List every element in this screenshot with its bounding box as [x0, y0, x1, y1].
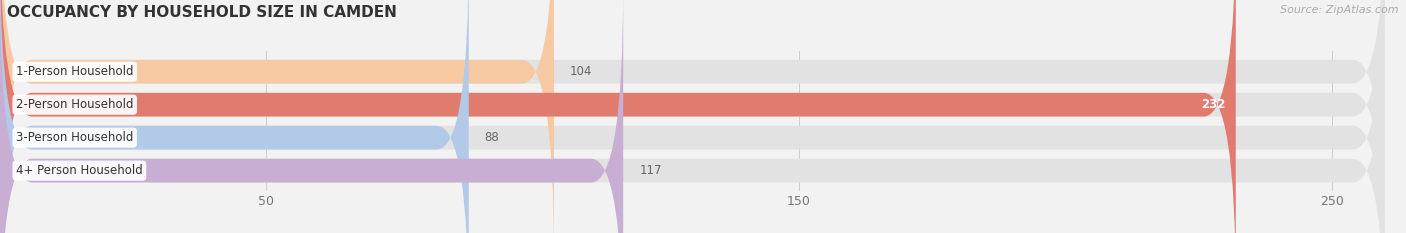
Text: OCCUPANCY BY HOUSEHOLD SIZE IN CAMDEN: OCCUPANCY BY HOUSEHOLD SIZE IN CAMDEN [7, 5, 396, 20]
Text: 4+ Person Household: 4+ Person Household [15, 164, 143, 177]
Text: 117: 117 [640, 164, 662, 177]
FancyBboxPatch shape [0, 0, 554, 233]
Text: 1-Person Household: 1-Person Household [15, 65, 134, 78]
FancyBboxPatch shape [0, 0, 468, 233]
FancyBboxPatch shape [0, 0, 623, 233]
Text: 2-Person Household: 2-Person Household [15, 98, 134, 111]
Text: 232: 232 [1201, 98, 1225, 111]
Text: 88: 88 [485, 131, 499, 144]
Text: 3-Person Household: 3-Person Household [15, 131, 134, 144]
FancyBboxPatch shape [0, 0, 1236, 233]
Text: 104: 104 [569, 65, 592, 78]
Text: Source: ZipAtlas.com: Source: ZipAtlas.com [1281, 5, 1399, 15]
